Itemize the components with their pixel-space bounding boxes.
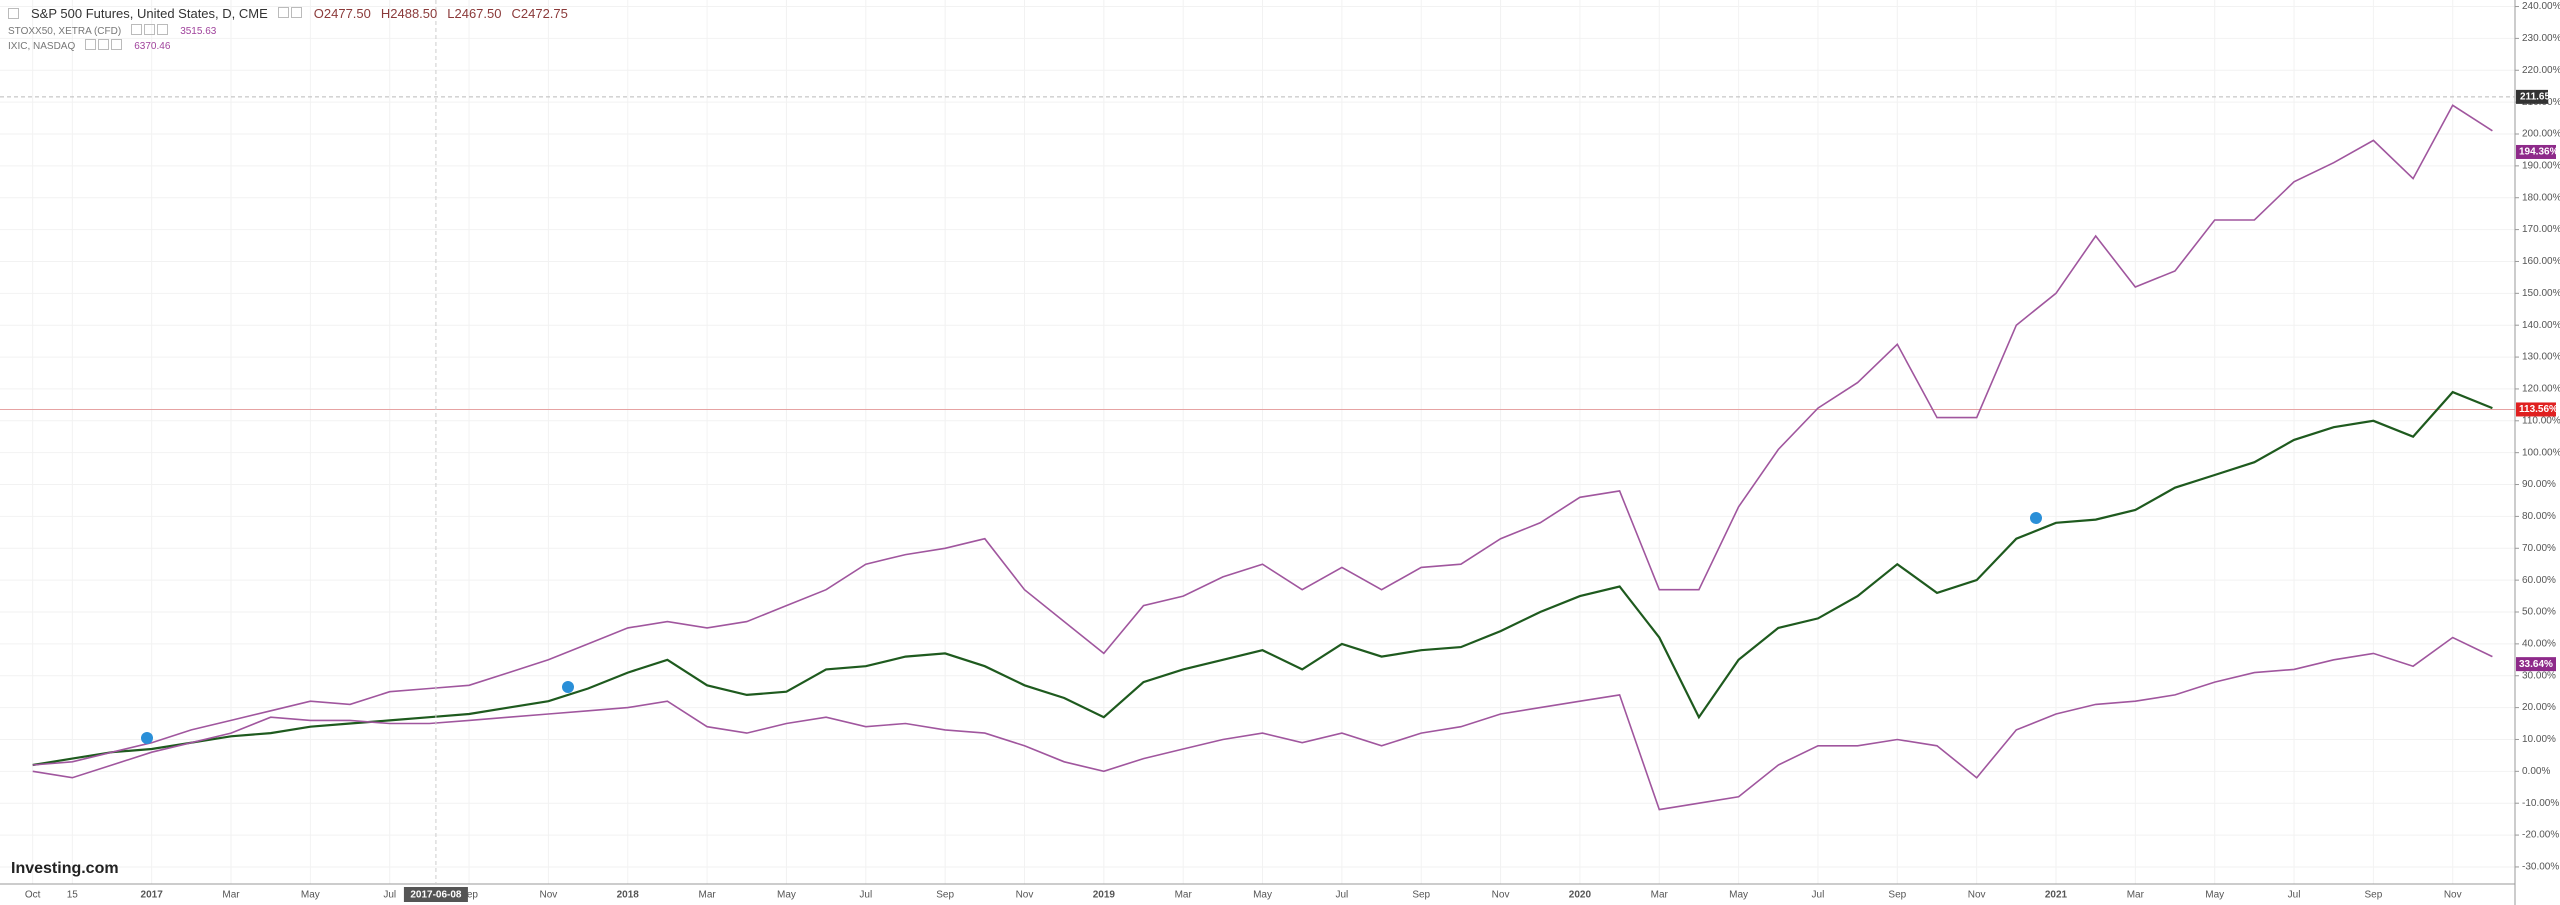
legend-row: STOXX50, XETRA (CFD) 3515.63 (8, 24, 216, 38)
last-value-tag (2516, 144, 2556, 159)
y-tick-label: 80.00% (2522, 511, 2556, 522)
y-tick-label: 90.00% (2522, 479, 2556, 490)
y-tick-label: 220.00% (2522, 65, 2560, 76)
y-tick-label: 240.00% (2522, 1, 2560, 12)
legend-label: IXIC, NASDAQ (8, 40, 76, 52)
x-tick-label: Sep (936, 890, 954, 901)
ohlc-label: H2488.50 (380, 6, 438, 21)
x-tick-label: Jul (2288, 890, 2301, 901)
legend-label: STOXX50, XETRA (CFD) (8, 25, 122, 37)
x-tick-label: 2020 (1569, 890, 1592, 901)
x-tick-label: Jul (383, 890, 396, 901)
last-value-label: 194.36% (2519, 147, 2559, 158)
x-tick-label: 2018 (617, 890, 640, 901)
y-tick-label: 30.00% (2522, 670, 2556, 681)
x-tick-label: Oct (25, 890, 41, 901)
x-tick-label: May (777, 890, 796, 901)
legend-value: 6370.46 (134, 40, 171, 52)
x-tick-label: Mar (222, 890, 240, 901)
series-line (32, 390, 2493, 767)
legend-toggle[interactable] (8, 8, 19, 19)
y-tick-label: 160.00% (2522, 256, 2560, 267)
legend-controls[interactable] (131, 24, 170, 38)
x-tick-label: Nov (540, 890, 558, 901)
y-tick-label: 120.00% (2522, 384, 2560, 395)
y-tick-label: 0.00% (2522, 766, 2550, 777)
x-tick-label: Mar (698, 890, 716, 901)
crosshair-x-label: 2017-06-08 (410, 890, 462, 901)
x-tick-label: May (1253, 890, 1272, 901)
x-tick-label: Sep (2364, 890, 2382, 901)
x-tick-label: Sep (460, 890, 478, 901)
x-tick-label: May (2205, 890, 2224, 901)
y-tick-label: 130.00% (2522, 352, 2560, 363)
x-tick-label: Nov (1968, 890, 1986, 901)
legend-value: 3515.63 (180, 25, 217, 37)
x-tick-label: Nov (1492, 890, 1510, 901)
y-tick-label: -20.00% (2522, 830, 2559, 841)
x-tick-label: May (1729, 890, 1748, 901)
x-tick-label: Nov (2444, 890, 2462, 901)
x-tick-label: Sep (1888, 890, 1906, 901)
x-tick-label: Jul (1335, 890, 1348, 901)
legend-label: S&P 500 Futures, United States, D, CME (31, 6, 268, 21)
y-tick-label: 10.00% (2522, 734, 2556, 745)
x-tick-label: Jul (859, 890, 872, 901)
ohlc-label: C2472.75 (511, 6, 568, 21)
x-tick-label: May (301, 890, 320, 901)
x-tick-label: Sep (1412, 890, 1430, 901)
y-tick-label: 40.00% (2522, 639, 2556, 650)
plot (0, 104, 2515, 811)
x-tick-label: 2017 (141, 890, 164, 901)
y-tick-label: 170.00% (2522, 224, 2560, 235)
series-line (32, 636, 2493, 811)
y-tick-label: 150.00% (2522, 288, 2560, 299)
y-tick-label: 70.00% (2522, 543, 2556, 554)
crosshair-y-label: 211.65 (2520, 92, 2550, 103)
y-tick-label: 110.00% (2522, 415, 2560, 426)
event-marker[interactable] (141, 732, 153, 744)
event-marker[interactable] (2030, 512, 2042, 524)
legend-controls[interactable] (277, 6, 304, 21)
y-tick-label: 180.00% (2522, 192, 2560, 203)
legend-row: IXIC, NASDAQ 6370.46 (8, 39, 170, 53)
event-marker[interactable] (562, 681, 574, 693)
grid (0, 0, 2515, 884)
ohlc-label: L2467.50 (447, 6, 502, 21)
watermark: Investing.com (11, 860, 119, 877)
y-tick-label: -10.00% (2522, 798, 2559, 809)
x-tick-label: Mar (1651, 890, 1669, 901)
x-tick-label: 2021 (2045, 890, 2068, 901)
series-line (32, 104, 2493, 766)
x-tick-label: Jul (1812, 890, 1825, 901)
crosshair-x-tag (403, 887, 468, 902)
legend-controls[interactable] (85, 39, 124, 53)
x-tick-label: 2019 (1093, 890, 1116, 901)
legend-row: S&P 500 Futures, United States, D, CME O… (8, 6, 568, 21)
y-tick-label: 60.00% (2522, 575, 2556, 586)
x-tick-label: 15 (67, 890, 79, 901)
x-tick-label: Nov (1016, 890, 1034, 901)
y-tick-label: 230.00% (2522, 33, 2560, 44)
y-tick-label: 140.00% (2522, 320, 2560, 331)
crosshair-y-tag (2516, 89, 2548, 104)
last-value-label: 33.64% (2519, 659, 2553, 670)
y-tick-label: 50.00% (2522, 607, 2556, 618)
x-tick-label: Mar (1175, 890, 1193, 901)
last-value-tag (2516, 402, 2556, 417)
y-tick-label: -30.00% (2522, 862, 2559, 873)
y-tick-label: 200.00% (2522, 129, 2560, 140)
y-tick-label: 190.00% (2522, 161, 2560, 172)
x-tick-label: Mar (2127, 890, 2145, 901)
y-tick-label: 100.00% (2522, 447, 2560, 458)
y-tick-label: 20.00% (2522, 702, 2556, 713)
last-value-tag (2516, 657, 2556, 672)
last-value-label: 113.56% (2519, 404, 2558, 415)
ohlc-label: O2477.50 (313, 6, 371, 21)
